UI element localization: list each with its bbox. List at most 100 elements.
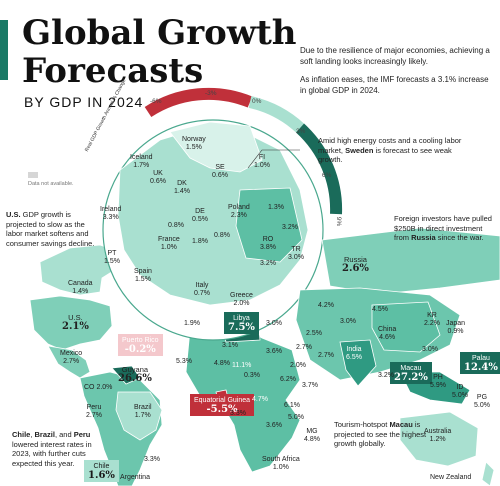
se-name: SE xyxy=(215,164,225,171)
greece-value: 2.0% xyxy=(233,300,250,307)
italy-value: 0.7% xyxy=(194,290,210,297)
ireland-name: Ireland xyxy=(100,206,122,213)
label-pt: PT 1.5% xyxy=(104,250,120,266)
pt-value: 1.5% xyxy=(104,258,120,265)
scale-arc-low xyxy=(248,96,305,133)
label-argentina: Argentina xyxy=(120,474,150,482)
note-sweden-pre: Amid high energy costs and a cooling lab… xyxy=(318,136,462,155)
label-iceland: Iceland 1.7% xyxy=(130,154,153,170)
value-misc-17: 3.0% xyxy=(340,318,356,325)
poland-name: Poland xyxy=(228,204,250,211)
label-spain: Spain 1.5% xyxy=(134,268,152,284)
note-macau-post: is projected to see the highest growth g… xyxy=(334,420,427,448)
value-misc-0: 1.9% xyxy=(184,320,200,327)
australia-value: 1.2% xyxy=(429,436,446,443)
india-value: 6.5% xyxy=(346,354,362,361)
russia-name: Russia xyxy=(343,255,367,264)
india-name: India xyxy=(346,346,362,353)
china-shape xyxy=(371,301,441,353)
label-kr: KR 2.2% xyxy=(424,312,440,328)
value-misc-7: 4.7% xyxy=(252,396,268,403)
us-name: U.S. xyxy=(68,313,83,322)
guyana-name: Guyana xyxy=(121,365,149,374)
libya-name: Libya xyxy=(233,315,250,322)
sweden-leader xyxy=(247,149,300,169)
chile-name: Chile xyxy=(93,463,110,470)
bg-value: 3.2% xyxy=(260,260,276,267)
label-ph: PH 5.9% xyxy=(430,374,446,390)
label-russia: Russia 2.6% xyxy=(342,255,369,274)
dk-value: 1.4% xyxy=(174,188,190,195)
note-sweden-bold: Sweden xyxy=(345,145,374,155)
label-china: China 4.6% xyxy=(378,326,396,342)
puertorico-name: Puerto Rico xyxy=(122,337,159,344)
de-value: 0.5% xyxy=(192,216,208,223)
brazil-name: Brazil xyxy=(134,404,152,411)
china-name: China xyxy=(378,326,397,333)
palau-value: 12.4% xyxy=(464,362,498,373)
kr-name: KR xyxy=(427,312,437,319)
iceland-name: Iceland xyxy=(130,154,153,161)
value-misc-4: 3.0% xyxy=(266,320,282,327)
accent-bar xyxy=(0,20,8,80)
value-misc-18: 3.0% xyxy=(422,346,438,353)
label-ro: RO 3.8% xyxy=(260,236,276,252)
japan-name: Japan xyxy=(446,320,466,327)
id-value: 5.0% xyxy=(452,392,468,399)
libya-value: 7.5% xyxy=(228,322,255,333)
note-macau-bold: Macau xyxy=(389,420,413,429)
note-latam-chile: Chile xyxy=(12,430,31,439)
label-norway: Norway 1.5% xyxy=(182,136,206,152)
label-ch: 1.8% xyxy=(192,238,208,246)
value-misc-11: 6.1% xyxy=(284,402,300,409)
ro-value: 3.8% xyxy=(260,244,276,251)
peru-value: 2.7% xyxy=(86,412,102,419)
label-ua: 3.2% xyxy=(282,224,298,232)
value-misc-20: 5.3% xyxy=(176,358,192,365)
intro-para-2: As inflation eases, the IMF forecasts a … xyxy=(300,75,489,95)
scale-tick-3: 3% xyxy=(296,128,306,135)
note-us: U.S. GDP growth is projected to slow as … xyxy=(6,210,98,248)
peru-name: Peru xyxy=(86,404,102,411)
value-misc-22: 3.2% xyxy=(378,372,394,379)
label-id: ID 5.0% xyxy=(452,384,468,400)
value-misc-2: 4.8% xyxy=(214,360,230,367)
us-value: 2.1% xyxy=(62,321,89,332)
russia-value: 2.6% xyxy=(342,263,369,274)
value-misc-5: 3.6% xyxy=(266,348,282,355)
png-value: 5.0% xyxy=(474,402,490,409)
kr-value: 2.2% xyxy=(424,320,440,327)
label-ee-lv: 1.3% xyxy=(268,204,284,212)
note-sweden: Amid high energy costs and a cooling lab… xyxy=(318,136,468,165)
scale-tick-6: 6% xyxy=(322,172,332,179)
kz-value: 4.2% xyxy=(318,302,334,309)
value-misc-9: 3.6% xyxy=(266,422,282,429)
note-latam: Chile, Brazil, and Peru lowered interest… xyxy=(12,430,108,468)
nl-value: 0.8% xyxy=(168,222,184,229)
mexico-value: 2.7% xyxy=(63,358,80,365)
uk-name: UK xyxy=(153,170,163,177)
co-value: 2.0% xyxy=(96,384,113,391)
us-shape xyxy=(29,295,113,351)
note-us-bold: U.S. xyxy=(6,210,21,219)
label-se: SE 0.6% xyxy=(212,164,228,180)
scale-tick-0: 0% xyxy=(252,98,262,105)
norway-value: 1.5% xyxy=(185,144,202,151)
uk-value: 0.6% xyxy=(150,178,166,185)
newzealand-name: New Zealand xyxy=(430,474,472,481)
value-misc-10: 5.0% xyxy=(288,414,304,421)
nordics-shape xyxy=(169,121,263,173)
dk-name: DK xyxy=(177,180,187,187)
australia-shape xyxy=(399,411,479,467)
co-name: CO xyxy=(84,384,95,391)
iceland-value: 1.7% xyxy=(133,162,150,169)
macau-value: 27.2% xyxy=(394,372,428,383)
badge-macau: Macau 27.2% xyxy=(390,362,432,384)
label-ireland: Ireland 3.3% xyxy=(100,206,121,222)
label-france: France 1.0% xyxy=(158,236,180,252)
value-misc-1: 3.1% xyxy=(222,342,238,349)
ee-lv-value: 1.3% xyxy=(268,204,284,211)
label-de: DE 0.5% xyxy=(192,208,208,224)
